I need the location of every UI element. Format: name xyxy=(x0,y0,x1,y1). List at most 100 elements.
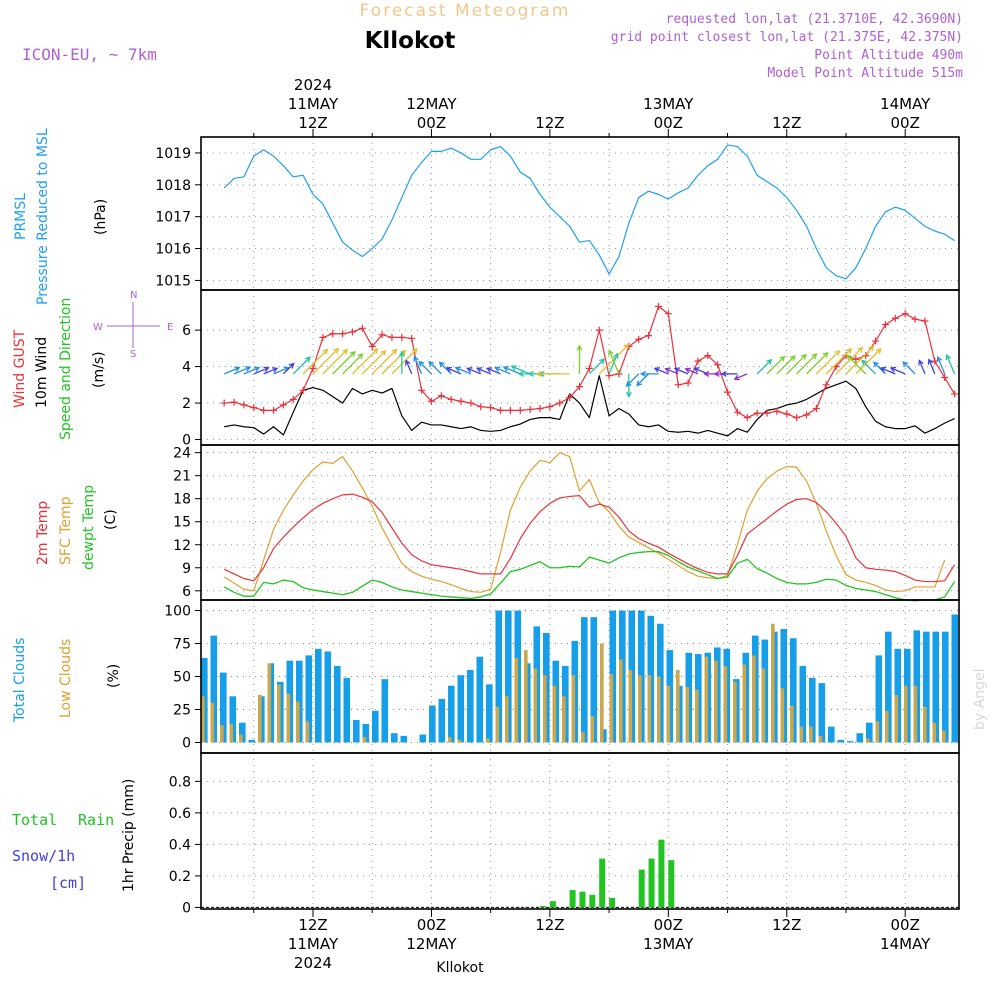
wind-arrow xyxy=(352,348,378,375)
wind-arrow-head xyxy=(733,374,740,381)
x-label-bottom: 13MAY xyxy=(643,935,694,953)
wind-arrow xyxy=(361,350,386,375)
low-cloud-bar xyxy=(533,668,538,743)
wind-arrow-head xyxy=(822,351,829,358)
wind-arrow-head xyxy=(404,359,411,366)
temp-unit: (C) xyxy=(103,509,119,530)
frames-layer xyxy=(200,136,960,910)
rain-bar xyxy=(658,839,665,908)
y-tick-label: 0 xyxy=(182,900,191,916)
low-cloud-bar xyxy=(571,675,576,743)
pressure-unit: (hPa) xyxy=(93,199,109,235)
total-cloud-bar xyxy=(372,710,379,743)
rain-bar xyxy=(638,869,645,908)
y-tick-label: 24 xyxy=(173,446,191,462)
y-tick-label: 1016 xyxy=(155,242,191,258)
low-cloud-bar xyxy=(201,696,205,743)
total-cloud-bar xyxy=(828,726,835,743)
gust-point xyxy=(684,379,692,387)
x-label-top: 14MAY xyxy=(880,95,931,113)
requested-coords: requested lon,lat (21.3710E, 42.3690N) xyxy=(666,12,963,27)
y-tick-label: 18 xyxy=(173,492,191,508)
wind-arrow-head xyxy=(244,366,252,372)
gust-point xyxy=(388,333,396,341)
gust-point xyxy=(378,331,386,339)
gust-point xyxy=(289,395,297,403)
low-cloud-bar xyxy=(866,738,870,743)
wind-arrow xyxy=(786,354,807,375)
y-tick-label: 21 xyxy=(173,469,191,485)
y-tick-label: 50 xyxy=(173,670,191,686)
wind-arrow-head xyxy=(253,366,261,372)
gust-point xyxy=(516,406,524,414)
total-cloud-bar xyxy=(381,679,389,743)
gust-point xyxy=(881,321,889,329)
low-cloud-bar xyxy=(771,623,775,743)
gust-point xyxy=(457,397,465,405)
total-cloud-bar xyxy=(581,617,588,743)
low-cloud-bar xyxy=(809,726,813,743)
wind-arrow xyxy=(455,367,472,375)
x-label-bottom: 00Z xyxy=(654,916,683,934)
rain-bar xyxy=(549,901,556,908)
wind-arrow-head xyxy=(720,370,727,377)
wind-10m-label: 10m Wind xyxy=(34,337,50,408)
wind-arrow xyxy=(413,356,423,375)
wind-arrow xyxy=(477,367,491,375)
total-cloud-bar xyxy=(353,720,360,743)
gridpoint-coords: grid point closest lon,lat (21.375E, 42.… xyxy=(611,30,963,45)
wind-arrow-head xyxy=(927,358,934,365)
gust-point xyxy=(418,386,426,394)
rain-bar xyxy=(569,890,576,908)
x-label-top: 00Z xyxy=(417,114,446,132)
gust-point xyxy=(585,364,593,372)
low-cloud-bar xyxy=(286,693,291,743)
wind-arrow-head xyxy=(502,365,510,372)
y-tick-label: 0.6 xyxy=(169,806,191,822)
gust-point xyxy=(803,411,810,419)
wind-arrow-head xyxy=(875,348,882,354)
total-cloud-bar xyxy=(809,677,816,743)
gust-point xyxy=(279,401,287,409)
wind-arrow-head xyxy=(288,362,295,369)
location-title: Kllokot xyxy=(365,28,456,54)
total-cloud-bar xyxy=(324,651,332,743)
total-cloud-bar xyxy=(419,734,427,743)
wind-arrow-head xyxy=(918,359,924,366)
gust-point xyxy=(773,407,781,415)
low-cloud-bar xyxy=(628,669,633,743)
grid-layer xyxy=(201,137,959,909)
axis-layer: 1015101610171018101902466912151821240255… xyxy=(155,76,931,972)
wind-arrow xyxy=(418,361,432,375)
wind-arrow xyxy=(861,359,877,375)
gust-point xyxy=(901,310,909,318)
low-cloud-bar xyxy=(524,650,528,743)
wind-arrow-head xyxy=(693,367,700,373)
gust-point xyxy=(941,374,949,382)
wind-arrow xyxy=(654,367,669,375)
total-cloud-bar xyxy=(229,696,237,743)
y-tick-label: 0 xyxy=(182,735,191,751)
wind-arrow-head xyxy=(398,350,405,357)
wind-arrow-head xyxy=(703,370,710,377)
x-label-bottom: 2024 xyxy=(294,954,332,972)
total-cloud-bar xyxy=(239,722,246,743)
temp-2m-label: 2m Temp xyxy=(35,501,51,565)
wind-arrow-head xyxy=(418,360,425,367)
wind-arrow xyxy=(815,350,840,375)
gust-point xyxy=(487,404,495,412)
model-label: ICON-EU, ~ 7km xyxy=(22,45,157,64)
gust-point xyxy=(497,406,505,414)
temp-2m-line xyxy=(223,493,956,583)
total-cloud-bar xyxy=(923,631,930,743)
total-cloud-bar xyxy=(391,733,398,743)
gust-point xyxy=(812,405,820,413)
total-cloud-bar xyxy=(476,656,484,743)
low-cloud-bar xyxy=(239,734,243,743)
x-label-top: 12Z xyxy=(772,114,801,132)
y-tick-label: 1015 xyxy=(155,273,191,289)
wind-arrow-head xyxy=(766,358,773,365)
precip-cm-label: [cm] xyxy=(50,874,86,892)
wind-arrow xyxy=(825,348,852,375)
wind-arrow xyxy=(674,367,689,375)
